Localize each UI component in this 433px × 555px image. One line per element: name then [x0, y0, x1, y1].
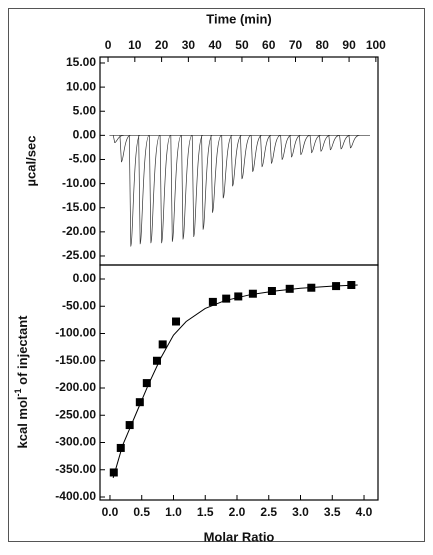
injection-peak — [269, 135, 281, 164]
x-tick-label: 20 — [155, 38, 169, 52]
y-label-text: kcal mol — [15, 396, 30, 448]
data-point — [142, 379, 151, 388]
injection-peak — [138, 135, 150, 245]
injection-peak — [112, 135, 124, 143]
y-label-rest: of injectant — [15, 315, 30, 389]
injection-peak — [210, 135, 222, 213]
x-tick-label: 90 — [342, 38, 356, 52]
y-tick-label: -200.00 — [55, 380, 96, 394]
y-tick-label: 10.00 — [66, 79, 96, 93]
y-tick-label: -350.00 — [55, 462, 96, 476]
x-tick-label: 4.0 — [356, 505, 373, 519]
bottom-frame — [99, 264, 379, 501]
data-point — [172, 317, 181, 326]
y-tick-label: -50.00 — [62, 298, 96, 312]
injection-peak — [159, 135, 171, 244]
data-point — [109, 468, 118, 477]
x-tick-label: 0 — [105, 38, 112, 52]
injection-peak — [319, 135, 331, 152]
injection-peak — [250, 135, 262, 172]
y-label-sup: -1 — [13, 388, 23, 396]
injection-peak — [240, 135, 252, 180]
x-tick-label: 2.5 — [260, 505, 277, 519]
x-tick-label: 3.0 — [292, 505, 309, 519]
x-tick-label: 3.5 — [324, 505, 341, 519]
y-tick-label: 0.00 — [73, 128, 97, 142]
y-tick-label: -400.00 — [55, 489, 96, 503]
x-tick-label: 1.0 — [165, 505, 182, 519]
injection-peak — [328, 135, 340, 151]
x-tick-label: 80 — [316, 38, 330, 52]
injection-peak — [230, 135, 242, 187]
bottom-x-label: Molar Ratio — [204, 529, 275, 544]
injection-peak — [128, 135, 141, 247]
y-tick-label: 5.00 — [73, 103, 97, 117]
data-point — [116, 443, 125, 452]
y-tick-label: 0.00 — [73, 271, 97, 285]
y-tick-label: -5.00 — [69, 152, 97, 166]
y-tick-label: 15.00 — [66, 55, 96, 69]
data-point — [222, 294, 231, 303]
top-x-label: Time (min) — [206, 11, 272, 26]
data-point — [152, 356, 161, 365]
injection-peak — [149, 135, 161, 244]
injection-peak — [289, 135, 301, 158]
x-tick-label: 50 — [235, 38, 249, 52]
data-point — [234, 292, 243, 301]
injection-peak — [119, 135, 131, 163]
top-frame — [99, 56, 379, 266]
x-tick-label: 40 — [208, 38, 222, 52]
data-point — [125, 421, 134, 430]
x-tick-label: 10 — [128, 38, 142, 52]
injection-peak — [309, 135, 321, 154]
data-point — [285, 284, 294, 293]
data-point — [158, 340, 167, 349]
x-tick-label: 1.5 — [197, 505, 214, 519]
x-tick-label: 0.0 — [102, 505, 119, 519]
y-tick-label: -20.00 — [62, 224, 96, 238]
injection-peak — [191, 135, 204, 238]
x-tick-label: 60 — [262, 38, 276, 52]
x-tick-label: 0.5 — [133, 505, 150, 519]
y-tick-label: -250.00 — [55, 407, 96, 421]
fit-line — [112, 284, 358, 479]
y-tick-label: -300.00 — [55, 435, 96, 449]
injection-peak — [170, 135, 182, 242]
y-tick-label: -10.00 — [62, 176, 96, 190]
injection-peak — [221, 135, 233, 199]
top-y-label: µcal/sec — [23, 136, 38, 187]
x-tick-label: 30 — [182, 38, 196, 52]
injection-peak — [348, 135, 360, 149]
y-tick-label: -100.00 — [55, 326, 96, 340]
injection-peak — [201, 135, 213, 230]
y-tick-label: -25.00 — [62, 248, 96, 262]
x-tick-label: 2.0 — [229, 505, 246, 519]
injection-peak — [280, 135, 292, 160]
bottom-y-label: kcal mol-1 of injectant — [13, 315, 30, 449]
y-tick-label: -150.00 — [55, 353, 96, 367]
injection-peak — [299, 135, 310, 156]
outer-frame — [8, 8, 425, 542]
injection-peak — [260, 135, 272, 168]
data-point — [248, 289, 257, 298]
x-tick-label: 70 — [289, 38, 303, 52]
x-tick-label: 100 — [366, 38, 386, 52]
data-point — [135, 398, 144, 407]
injection-peak — [339, 135, 351, 150]
data-point — [208, 297, 217, 306]
injection-peak — [181, 135, 193, 240]
y-tick-label: -15.00 — [62, 200, 96, 214]
